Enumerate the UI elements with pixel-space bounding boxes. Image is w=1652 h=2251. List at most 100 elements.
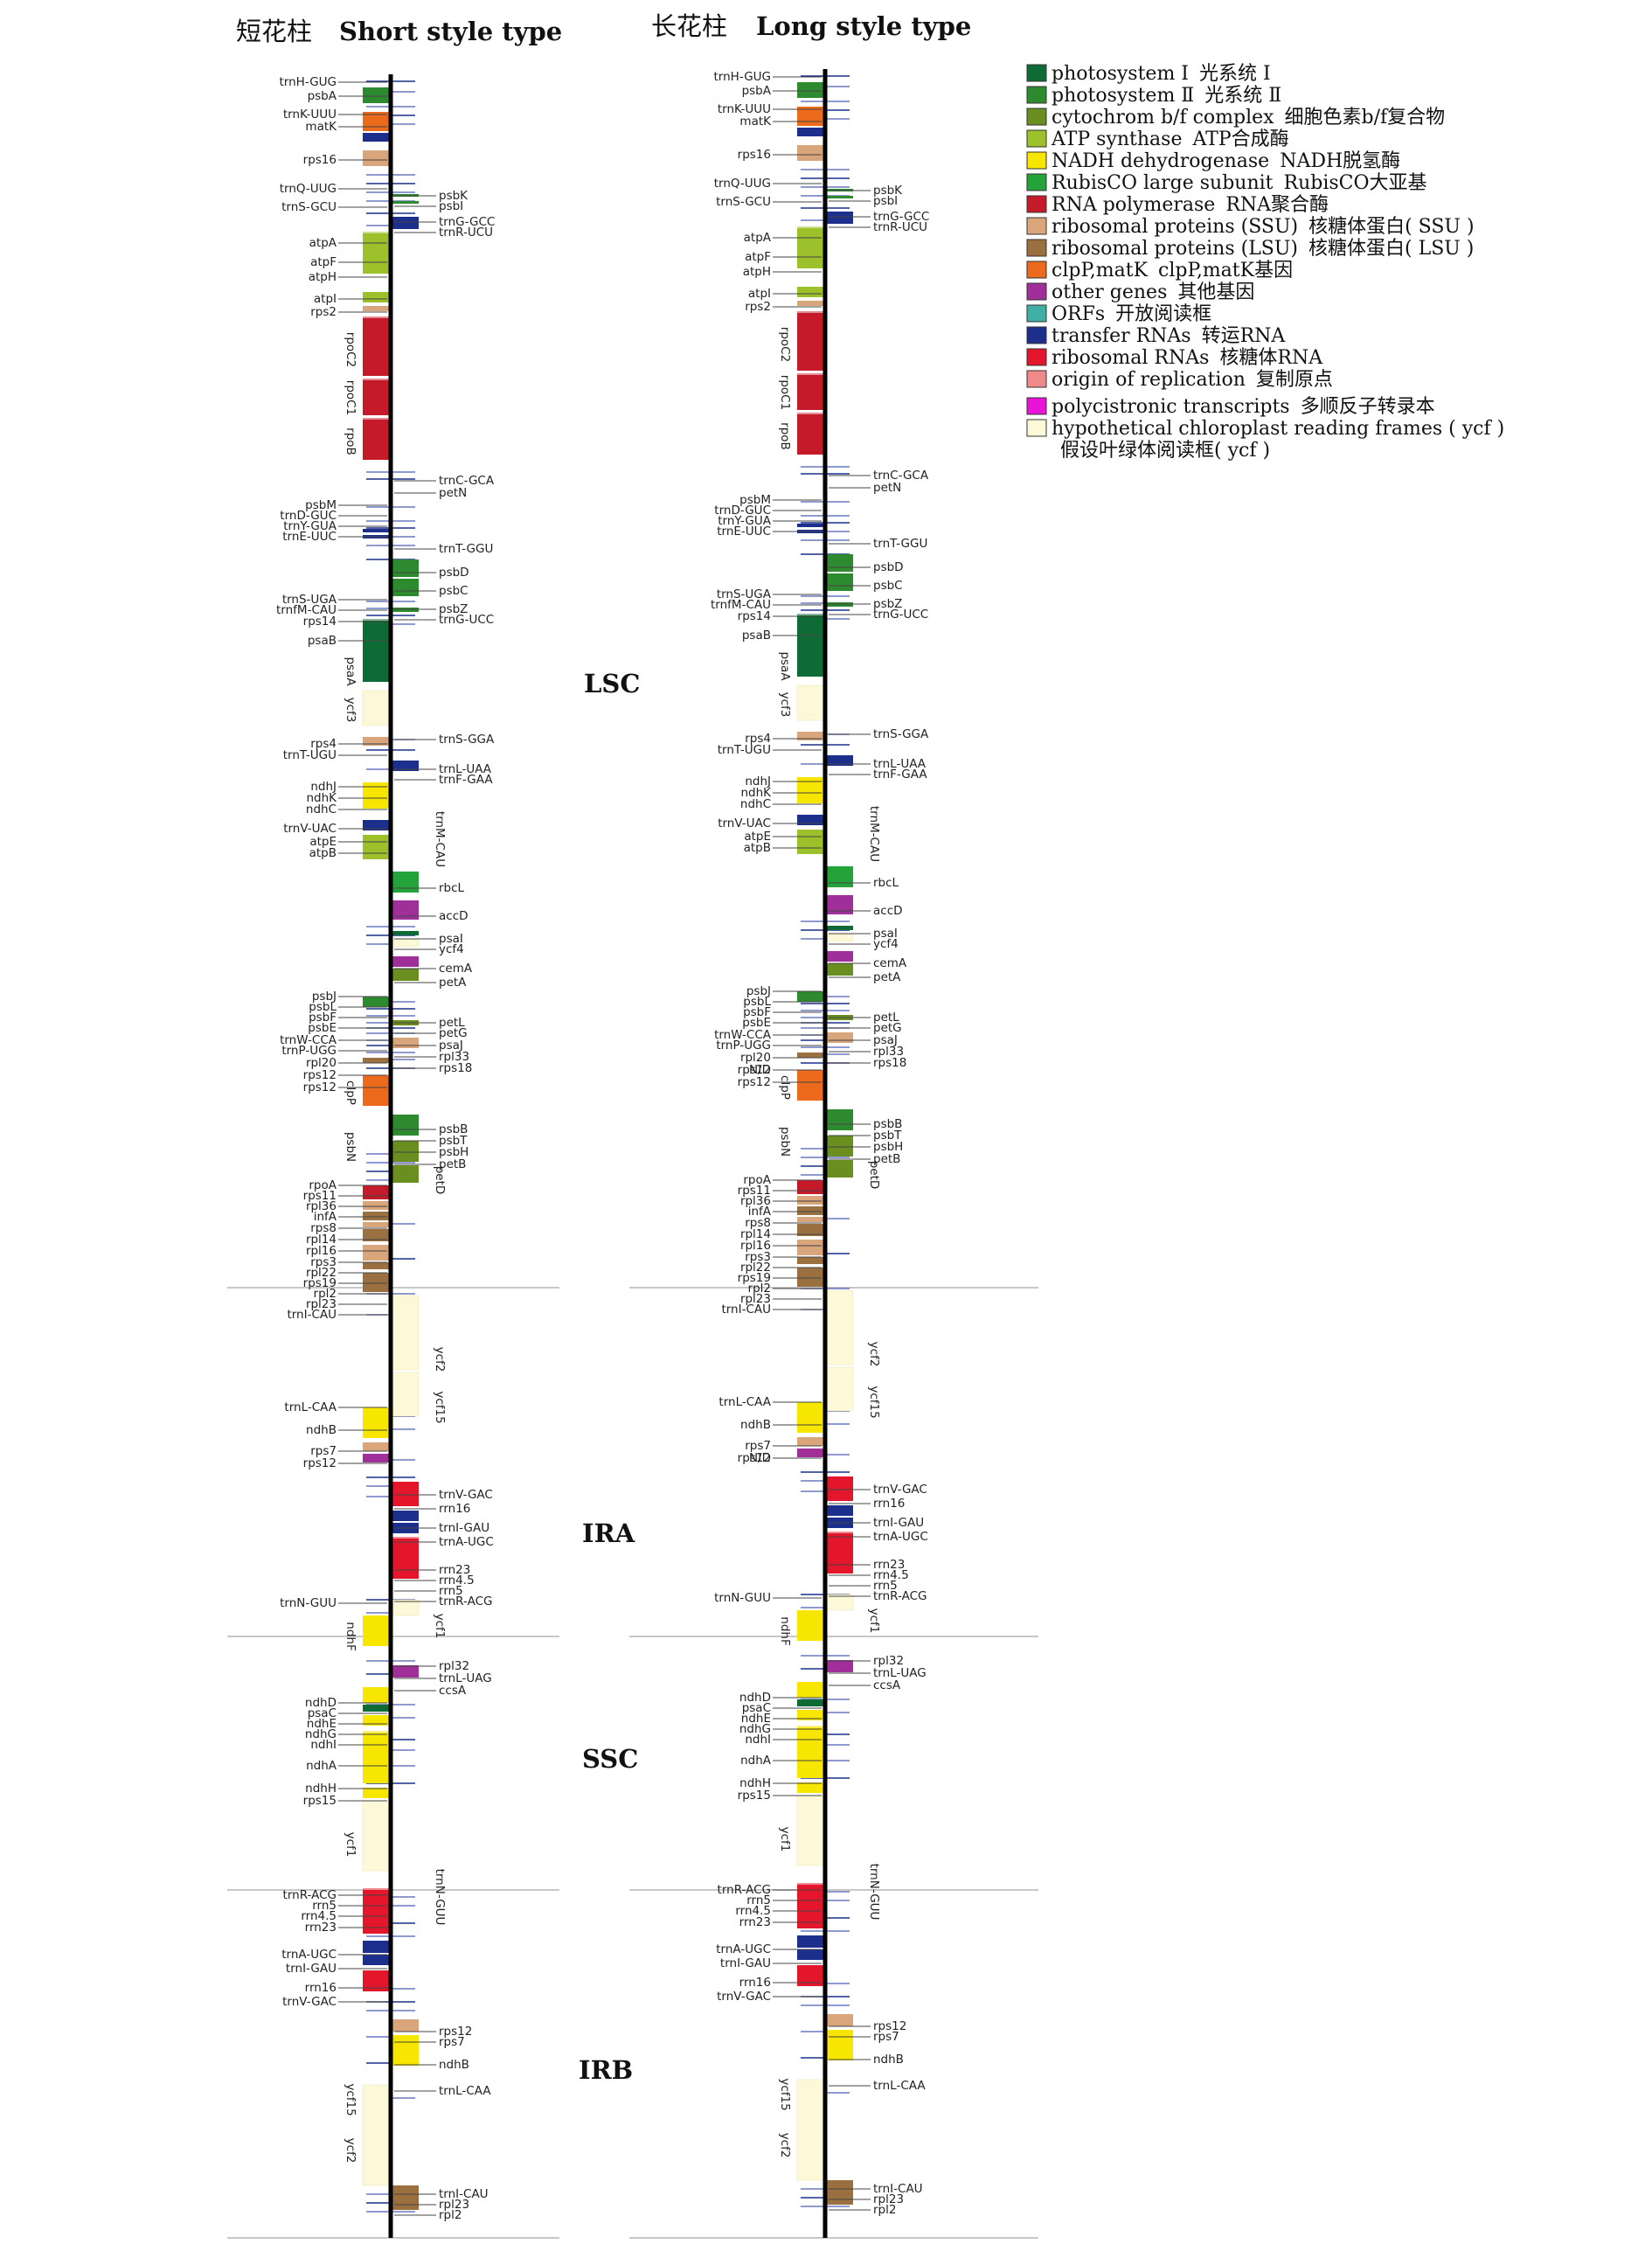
long-gene-label-left: rps7 — [745, 1439, 771, 1453]
legend-label-en: other genes — [1052, 281, 1167, 303]
legend-label-en: ORFs — [1052, 303, 1105, 325]
short-gene-label-left: rps7 — [310, 1444, 337, 1458]
long-gene-label-right: trnR-ACG — [873, 1589, 927, 1603]
long-gene-label-right: trnG-UCC — [873, 608, 928, 622]
short-gene-block — [363, 1075, 389, 1106]
short-gene-label-left: trnV-UAC — [283, 822, 337, 836]
long-gene-block — [827, 189, 853, 191]
long-gene-label-left: trnW-CCA — [714, 1028, 772, 1042]
legend-label-cn: RubisCO大亚基 — [1284, 172, 1427, 194]
long-gene-label-right: trnC-GCA — [873, 469, 929, 483]
legend-label-cn: ATP合成酶 — [1191, 129, 1288, 150]
long-gene-label-right: trnL-UAA — [873, 757, 927, 771]
long-gene-label-left: ndhA — [740, 1754, 772, 1768]
short-gene-label-left: trnE-UUC — [282, 530, 337, 544]
short-style-title: 短花柱 Short style type — [236, 17, 562, 46]
legend-label-cn: 假设叶绿体阅读框( ycf ) — [1060, 440, 1270, 462]
long-gene-label-left: atpF — [745, 250, 771, 264]
short-gene-label-right: rpl2 — [439, 2208, 462, 2222]
long-gene-label-vertical: rpoC1 — [778, 375, 792, 410]
legend-label-en: hypothetical chloroplast reading frames … — [1052, 418, 1504, 440]
short-gene-label-left: atpB — [309, 846, 337, 860]
long-gene-block — [797, 128, 823, 136]
long-gene-block — [797, 815, 823, 825]
short-gene-label-vertical: rpoC2 — [344, 332, 357, 367]
short-gene-block — [363, 997, 389, 1007]
long-gene-label-vertical: ycf2 — [778, 2133, 792, 2158]
long-gene-label-left: atpI — [748, 287, 771, 301]
short-gene-block — [392, 194, 419, 197]
legend-swatch-lsu — [1026, 239, 1047, 257]
short-gene-block — [363, 1705, 389, 1712]
short-gene-label-left: rpl2 — [314, 1287, 337, 1301]
short-gene-block — [392, 1511, 419, 1521]
short-gene-label-vertical: petD — [433, 1166, 447, 1195]
short-gene-label-right: trnL-CAA — [439, 2084, 491, 2098]
short-gene-label-left: psbJ — [312, 990, 337, 1004]
long-gene-label-right: petG — [873, 1021, 902, 1035]
long-gene-label-left: trnK-UUU — [718, 102, 771, 116]
long-gene-label-right: trnI-CAU — [873, 2182, 923, 2196]
long-gene-label-left: rpl14 — [740, 1227, 771, 1241]
short-gene-block — [363, 835, 389, 859]
long-gene-label-left: psbA — [742, 84, 772, 98]
short-gene-label-left: trnA-UGC — [281, 1948, 337, 1962]
short-gene-label-right: petG — [439, 1026, 468, 1040]
long-gene-block — [797, 311, 823, 371]
long-gene-label-vertical: psaA — [778, 651, 792, 681]
long-gene-label-right: psbI — [873, 194, 898, 208]
legend-label-en: ATP synthase — [1051, 129, 1182, 150]
short-gene-block — [363, 1273, 389, 1292]
short-gene-block — [363, 1185, 389, 1199]
long-gene-block — [797, 1224, 823, 1236]
long-gene-block — [797, 1257, 823, 1264]
legend-label-en: photosystem Ⅰ — [1052, 63, 1189, 85]
legend-label-cn: 多顺反子转录本 — [1301, 396, 1435, 418]
short-gene-label-left: ndhK — [306, 791, 337, 805]
short-gene-label-left: ndhE — [307, 1717, 337, 1731]
short-gene-label-right: psbI — [439, 199, 463, 213]
long-gene-label-left: trnI-CAU — [721, 1303, 771, 1317]
short-gene-label-vertical: ycf15 — [344, 2083, 357, 2116]
short-gene-label-right: psbH — [439, 1145, 469, 1159]
long-gene-label-left: trnH-GUG — [714, 70, 771, 84]
short-gene-label-vertical: ndhF — [344, 1622, 357, 1650]
long-gene-block — [797, 1935, 823, 1948]
legend-label-cn: 核糖体蛋白( LSU ) — [1308, 238, 1474, 260]
short-gene-label-left: ndhB — [306, 1423, 337, 1437]
short-gene-block — [363, 112, 389, 131]
short-gene-label-left: rps12 — [303, 1456, 337, 1470]
long-gene-block — [797, 82, 823, 98]
long-gene-block — [797, 413, 823, 455]
long-gene-label-left: rps2 — [745, 300, 771, 314]
long-gene-block — [797, 1710, 823, 1720]
legend-label-trn: transfer RNAs 转运RNA — [1052, 325, 1286, 347]
legend-label-en: polycistronic transcripts — [1052, 396, 1290, 418]
short-gene-label-left: trnI-GAU — [286, 1962, 337, 1976]
short-gene-label-right: trnS-GGA — [439, 733, 495, 747]
short-gene-label-right: rrn16 — [439, 1502, 470, 1516]
long-gene-block — [797, 991, 823, 1002]
short-gene-block — [392, 1372, 420, 1417]
short-gene-label-vertical: ycf2 — [344, 2138, 357, 2164]
long-gene-label-right: rps12 — [873, 2019, 906, 2033]
legend-label-cn: 核糖体蛋白( SSU ) — [1308, 216, 1474, 238]
long-gene-label-left: N/D — [749, 1063, 771, 1077]
long-gene-block — [797, 1883, 823, 1928]
short-gene-label-right: trnI-CAU — [439, 2187, 489, 2201]
short-gene-label-left: rpl23 — [306, 1297, 337, 1311]
legend-swatch-orf — [1026, 304, 1047, 323]
long-gene-block — [797, 287, 823, 297]
long-gene-block — [827, 1109, 853, 1130]
legend-label-en: RubisCO large subunit — [1052, 172, 1274, 194]
long-gene-label-left: trnV-GAC — [717, 1990, 771, 2004]
long-gene-label-left: trnT-UGU — [718, 743, 771, 757]
long-gene-label-right: trnR-UCU — [873, 220, 927, 234]
legend-swatch-cyt — [1026, 108, 1047, 126]
long-gene-block — [827, 212, 853, 224]
long-gene-label-left: trnE-UUC — [717, 525, 771, 538]
long-gene-label-left: psbL — [743, 995, 771, 1009]
long-gene-label-vertical: ycf2 — [867, 1342, 881, 1367]
long-gene-block — [797, 1726, 823, 1778]
short-gene-label-left: trnS-GCU — [281, 200, 337, 214]
